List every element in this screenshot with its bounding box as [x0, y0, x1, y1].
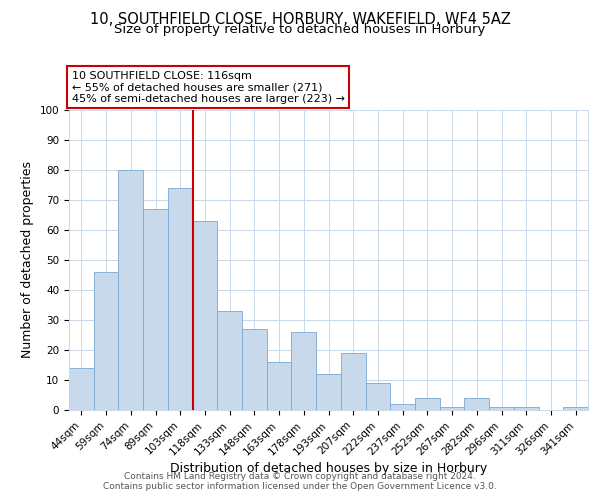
Bar	[341, 353, 365, 410]
Bar	[365, 383, 390, 410]
Bar	[94, 272, 118, 410]
Bar	[489, 407, 514, 410]
Text: 10, SOUTHFIELD CLOSE, HORBURY, WAKEFIELD, WF4 5AZ: 10, SOUTHFIELD CLOSE, HORBURY, WAKEFIELD…	[89, 12, 511, 28]
Bar	[563, 407, 588, 410]
Bar	[267, 362, 292, 410]
Bar	[464, 398, 489, 410]
Bar	[316, 374, 341, 410]
Bar	[242, 329, 267, 410]
Y-axis label: Number of detached properties: Number of detached properties	[21, 162, 34, 358]
Bar	[514, 407, 539, 410]
Bar	[69, 368, 94, 410]
Bar	[292, 332, 316, 410]
X-axis label: Distribution of detached houses by size in Horbury: Distribution of detached houses by size …	[170, 462, 487, 475]
Bar	[415, 398, 440, 410]
Text: Contains HM Land Registry data © Crown copyright and database right 2024.: Contains HM Land Registry data © Crown c…	[124, 472, 476, 481]
Text: Size of property relative to detached houses in Horbury: Size of property relative to detached ho…	[115, 22, 485, 36]
Bar	[118, 170, 143, 410]
Bar	[217, 311, 242, 410]
Bar	[143, 209, 168, 410]
Bar	[193, 221, 217, 410]
Text: Contains public sector information licensed under the Open Government Licence v3: Contains public sector information licen…	[103, 482, 497, 491]
Bar	[390, 404, 415, 410]
Bar	[168, 188, 193, 410]
Bar	[440, 407, 464, 410]
Text: 10 SOUTHFIELD CLOSE: 116sqm
← 55% of detached houses are smaller (271)
45% of se: 10 SOUTHFIELD CLOSE: 116sqm ← 55% of det…	[71, 71, 344, 104]
